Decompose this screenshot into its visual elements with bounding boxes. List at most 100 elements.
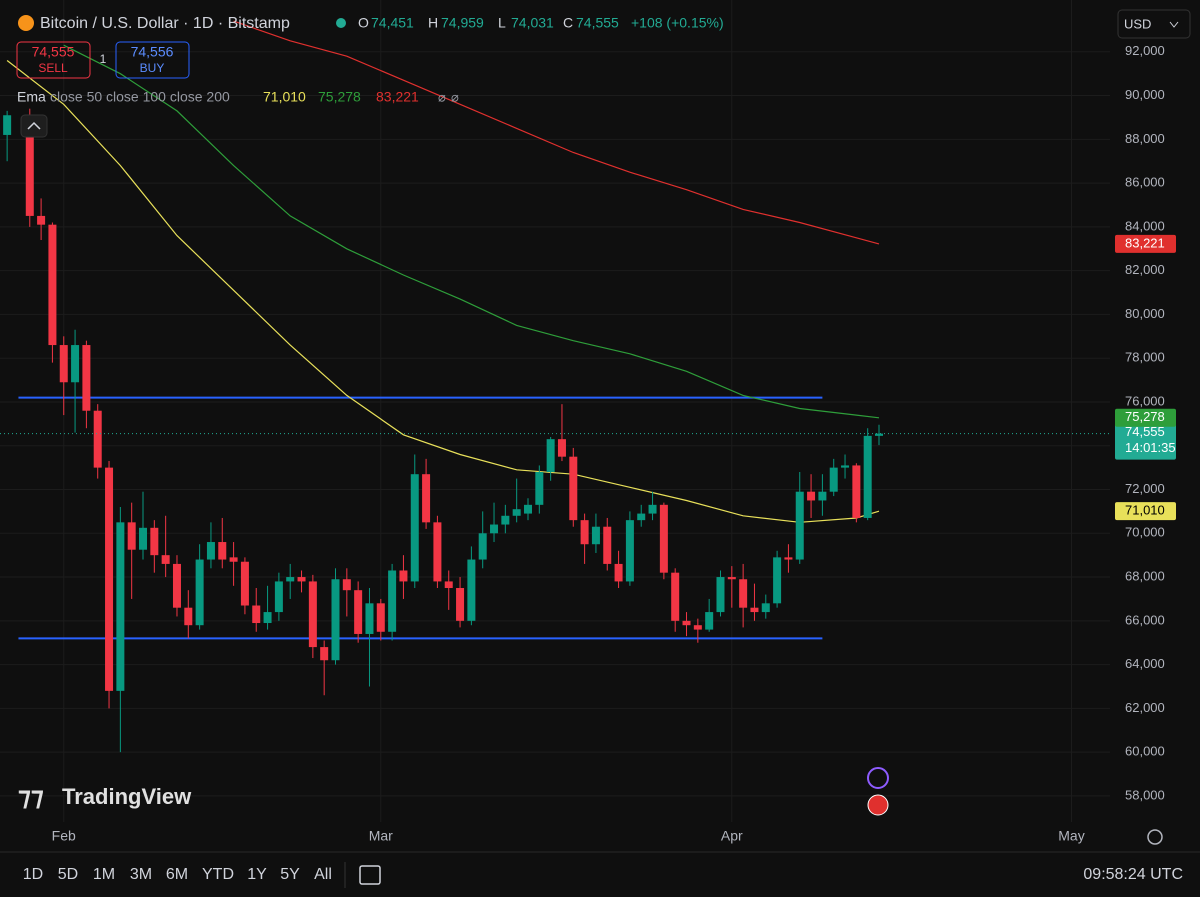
candle-body: [501, 515, 510, 525]
dropdown-icon: [1169, 21, 1179, 28]
candle-body: [229, 557, 238, 562]
candle-body: [93, 410, 102, 468]
ohlc-key: O: [358, 15, 369, 31]
range-button[interactable]: 1Y: [247, 866, 267, 883]
candle-body: [557, 439, 566, 457]
candle-body: [648, 504, 657, 514]
ohlc-value: 74,451: [371, 15, 414, 31]
collapse-button[interactable]: [20, 114, 48, 138]
candle-body: [422, 474, 431, 523]
ema-badge-label: 83,221: [1125, 235, 1165, 250]
y-tick-label: 90,000: [1125, 87, 1165, 102]
candle-body: [863, 435, 872, 518]
ohlc-value: 74,555: [576, 15, 619, 31]
candle-body: [818, 491, 827, 501]
candle-body: [263, 612, 272, 624]
visibility-icon[interactable]: ⌀: [438, 89, 446, 104]
range-button[interactable]: 5D: [58, 866, 78, 883]
candle-body: [569, 456, 578, 521]
y-tick-label: 72,000: [1125, 481, 1165, 496]
candle-body: [546, 439, 555, 472]
candle-body: [3, 115, 12, 135]
candle-body: [750, 607, 759, 613]
ema-badge-label: 71,010: [1125, 503, 1165, 518]
candle-body: [478, 533, 487, 560]
clock: 09:58:24 UTC: [1083, 866, 1183, 883]
ohlc-key: H: [428, 15, 438, 31]
logo: TradingView: [62, 784, 192, 809]
candle-body: [388, 570, 397, 632]
candle-body: [365, 603, 374, 634]
y-tick-label: 68,000: [1125, 568, 1165, 583]
candle-body: [603, 526, 612, 564]
candle-body: [37, 215, 46, 225]
range-button[interactable]: YTD: [202, 866, 234, 883]
candle-body: [399, 570, 408, 582]
market-status: [336, 18, 346, 28]
candle-body: [308, 581, 317, 648]
candle-body: [693, 625, 702, 630]
candle-body: [433, 522, 442, 582]
candle-body: [297, 577, 306, 582]
collapse-icon: [27, 121, 41, 130]
candle-body: [591, 526, 600, 545]
y-tick-label: 82,000: [1125, 262, 1165, 277]
y-tick-label: 66,000: [1125, 612, 1165, 627]
candle-body: [410, 474, 419, 582]
candle-body: [659, 504, 668, 573]
candle-body: [705, 612, 714, 630]
ema-badge-label: 75,278: [1125, 409, 1165, 424]
date-range-icon[interactable]: [359, 865, 381, 885]
ai-icon[interactable]: [867, 767, 889, 789]
candle-body: [523, 504, 532, 514]
candle-body: [841, 465, 850, 468]
x-tick-label: Feb: [52, 828, 76, 844]
settings-icon[interactable]: ⌀: [451, 89, 459, 104]
coin-icon: [18, 15, 34, 31]
candle-body: [218, 542, 227, 560]
candle-body: [456, 588, 465, 621]
ohlc-key: C: [563, 15, 573, 31]
candle-body: [161, 555, 170, 564]
settings-gear[interactable]: [1147, 829, 1163, 845]
candle-body: [354, 590, 363, 634]
symbol-title: Bitcoin / U.S. Dollar · 1D · Bitstamp: [40, 15, 290, 32]
candle-body: [512, 509, 521, 516]
ema-legend-value: 83,221: [376, 89, 419, 105]
y-tick-label: 58,000: [1125, 787, 1165, 802]
y-tick-label: 64,000: [1125, 656, 1165, 671]
currency-select[interactable]: [1117, 9, 1191, 39]
range-button[interactable]: All: [314, 866, 332, 883]
buy-button[interactable]: [115, 41, 190, 79]
ema-line: [233, 20, 880, 245]
range-button[interactable]: 5Y: [280, 866, 300, 883]
candle-body: [274, 581, 283, 613]
range-button[interactable]: 6M: [166, 866, 188, 883]
ema-legend-value: 71,010: [263, 89, 306, 105]
quantity: 1: [100, 52, 107, 66]
x-tick-label: Mar: [369, 828, 393, 844]
candle-body: [48, 224, 57, 346]
candle-body: [184, 607, 193, 626]
y-tick-label: 92,000: [1125, 43, 1165, 58]
currency: USD: [1124, 16, 1151, 31]
candle-body: [252, 605, 261, 624]
candle-body: [150, 527, 159, 556]
candle-body: [105, 467, 114, 691]
y-tick-label: 86,000: [1125, 175, 1165, 190]
indicator-name: Ema: [17, 89, 46, 105]
candle-body: [761, 603, 770, 613]
x-tick-label: May: [1058, 828, 1084, 844]
sell-label: SELL: [38, 61, 68, 75]
flag-icon[interactable]: [867, 794, 889, 816]
candle-body: [490, 524, 499, 534]
range-button[interactable]: 1D: [23, 866, 43, 883]
candle-body: [580, 520, 589, 545]
range-button[interactable]: 1M: [93, 866, 115, 883]
ema-badge: [1115, 234, 1176, 253]
sell-button[interactable]: [16, 41, 91, 79]
range-button[interactable]: 3M: [130, 866, 152, 883]
candle-body: [671, 572, 680, 621]
candle-body: [71, 345, 80, 383]
